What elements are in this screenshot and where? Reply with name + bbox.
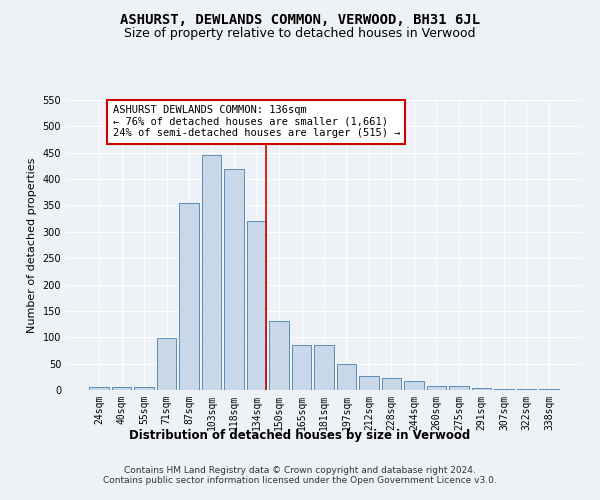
Bar — [224, 168, 244, 390]
Bar — [269, 322, 289, 390]
Text: Size of property relative to detached houses in Verwood: Size of property relative to detached ho… — [124, 28, 476, 40]
Bar — [292, 345, 311, 390]
Bar — [359, 376, 379, 390]
Y-axis label: Number of detached properties: Number of detached properties — [27, 158, 37, 332]
Bar — [472, 388, 491, 390]
Bar — [539, 389, 559, 390]
Text: ASHURST, DEWLANDS COMMON, VERWOOD, BH31 6JL: ASHURST, DEWLANDS COMMON, VERWOOD, BH31 … — [120, 12, 480, 26]
Bar — [404, 380, 424, 390]
Bar — [247, 222, 266, 390]
Bar — [202, 156, 221, 390]
Bar — [494, 389, 514, 390]
Bar — [134, 388, 154, 390]
Bar — [112, 388, 131, 390]
Bar — [449, 386, 469, 390]
Bar — [314, 345, 334, 390]
Bar — [89, 388, 109, 390]
Text: Contains HM Land Registry data © Crown copyright and database right 2024.
Contai: Contains HM Land Registry data © Crown c… — [103, 466, 497, 485]
Bar — [337, 364, 356, 390]
Bar — [179, 203, 199, 390]
Bar — [427, 386, 446, 390]
Bar — [382, 378, 401, 390]
Text: ASHURST DEWLANDS COMMON: 136sqm
← 76% of detached houses are smaller (1,661)
24%: ASHURST DEWLANDS COMMON: 136sqm ← 76% of… — [113, 106, 400, 138]
Text: Distribution of detached houses by size in Verwood: Distribution of detached houses by size … — [130, 428, 470, 442]
Bar — [157, 338, 176, 390]
